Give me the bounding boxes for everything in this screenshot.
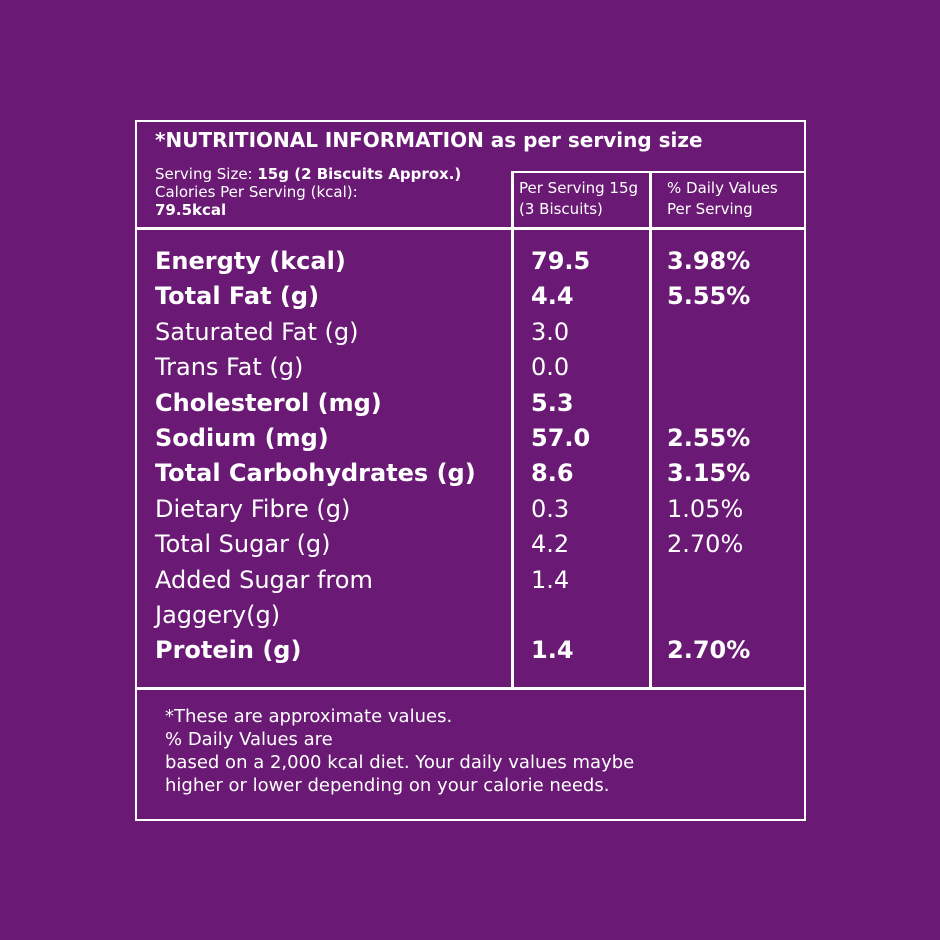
footnote-line: higher or lower depending on your calori… [165, 775, 610, 796]
nutrient-name: Sodium (mg) [155, 424, 329, 452]
calories-value: 79.5kcal [155, 201, 227, 219]
daily-value: 2.70% [667, 530, 744, 559]
per-serving-value: 57.0 [531, 424, 591, 452]
nutrient-name: Dietary Fibre (g) [155, 494, 351, 523]
nutrient-name: Protein (g) [155, 636, 302, 665]
column-header: (3 Biscuits) [519, 200, 603, 218]
serving-label: Serving Size: [155, 165, 258, 183]
nutrient-name: Saturated Fat (g) [155, 317, 359, 346]
nutrient-name: Trans Fat (g) [155, 353, 304, 382]
per-serving-value: 8.6 [531, 459, 574, 488]
daily-value: 5.55% [667, 282, 751, 311]
nutrition-box [135, 120, 806, 821]
title: *NUTRITIONAL INFORMATION as per serving … [155, 128, 703, 152]
nutrient-name: Cholesterol (mg) [155, 388, 382, 417]
daily-value: 3.98% [667, 247, 751, 275]
per-serving-value: 0.3 [531, 494, 570, 523]
nutrient-name: Total Carbohydrates (g) [155, 459, 476, 488]
per-serving-value: 1.4 [531, 565, 570, 594]
footnote: *These are approximate values.% Daily Va… [165, 705, 634, 797]
serving-value: 15g (2 Biscuits Approx.) [257, 165, 462, 183]
per-serving-value: 4.4 [531, 282, 574, 311]
per-serving-value: 4.2 [531, 530, 570, 559]
divider [511, 171, 514, 689]
daily-value: 2.70% [667, 636, 751, 665]
divider [512, 171, 804, 173]
per-serving-value: 3.0 [531, 317, 570, 346]
per-serving-value: 79.5 [531, 247, 591, 275]
column-header: Per Serving 15g [519, 179, 639, 197]
column-header: % Daily Values [667, 179, 778, 197]
nutrient-name: Total Sugar (g) [155, 530, 331, 559]
footnote-line: based on a 2,000 kcal diet. Your daily v… [165, 752, 635, 773]
footnote-line: % Daily Values are [165, 729, 333, 750]
divider [135, 687, 804, 690]
footnote-line: *These are approximate values. [165, 706, 453, 727]
daily-value: 1.05% [667, 494, 744, 523]
nutrient-name: Total Fat (g) [155, 282, 320, 311]
per-serving-value: 0.0 [531, 353, 570, 382]
daily-value: 2.55% [667, 424, 751, 452]
nutrient-name: Energty (kcal) [155, 247, 346, 275]
nutrient-name: Added Sugar from [155, 565, 373, 594]
daily-value: 3.15% [667, 459, 751, 488]
divider [649, 171, 652, 689]
per-serving-value: 5.3 [531, 388, 574, 417]
column-header: Per Serving [667, 200, 753, 218]
divider [135, 227, 804, 230]
per-serving-value: 1.4 [531, 636, 574, 665]
calories-label: Calories Per Serving (kcal): [155, 183, 358, 201]
nutrient-name: Jaggery(g) [155, 601, 281, 629]
serving-size: Serving Size: 15g (2 Biscuits Approx.) [155, 166, 461, 183]
